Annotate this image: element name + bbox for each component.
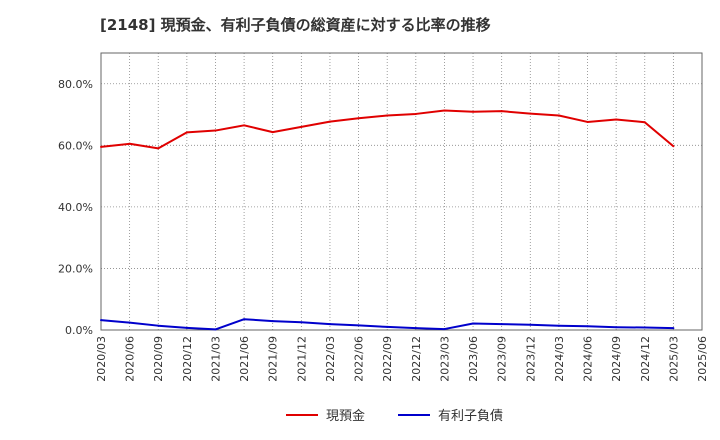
data-point [672, 145, 675, 148]
x-tick-label: 2021/12 [295, 336, 308, 382]
data-point [300, 125, 303, 128]
x-tick-label: 2025/03 [667, 336, 680, 382]
x-tick-label: 2023/12 [524, 336, 537, 382]
data-point [100, 319, 102, 322]
legend-label: 現預金 [326, 408, 365, 424]
data-point [500, 110, 503, 113]
data-point [414, 112, 417, 115]
data-point [357, 117, 360, 120]
data-point [100, 145, 102, 148]
data-point [414, 327, 417, 330]
data-point [243, 124, 246, 127]
x-tick-label: 2022/12 [410, 336, 423, 382]
data-point [443, 328, 446, 331]
y-tick-label: 80.0% [58, 78, 93, 91]
x-tick-label: 2024/12 [639, 336, 652, 382]
x-tick-label: 2021/03 [209, 336, 222, 382]
x-tick-label: 2023/03 [438, 336, 451, 382]
data-point [300, 321, 303, 324]
data-point [586, 120, 589, 123]
x-tick-label: 2025/06 [696, 336, 709, 382]
data-point [672, 327, 675, 330]
y-tick-label: 60.0% [58, 139, 93, 152]
data-point [271, 131, 274, 134]
y-tick-label: 20.0% [58, 262, 93, 275]
x-tick-label: 2020/06 [124, 336, 137, 382]
chart-title: [2148] 現預金、有利子負債の総資産に対する比率の推移 [100, 16, 491, 34]
y-tick-label: 0.0% [65, 324, 93, 337]
x-tick-label: 2020/12 [181, 336, 194, 382]
data-point [529, 112, 532, 115]
x-tick-label: 2020/09 [152, 336, 165, 382]
x-tick-label: 2022/03 [324, 336, 337, 382]
data-point [472, 110, 475, 113]
legend-label: 有利子負債 [438, 409, 503, 424]
data-point [529, 323, 532, 326]
legend: 現預金 有利子負債 [286, 408, 503, 424]
x-tick-label: 2023/06 [467, 336, 480, 382]
plot-area [100, 52, 703, 331]
data-point [615, 326, 618, 329]
data-point [243, 318, 246, 321]
x-tick-label: 2020/03 [95, 336, 108, 382]
x-tick-label: 2024/06 [582, 336, 595, 382]
data-point [128, 142, 131, 145]
y-axis: 0.0% 20.0% 40.0% 60.0% 80.0% [58, 78, 93, 337]
data-point [214, 129, 217, 132]
data-point [271, 320, 274, 323]
data-point [557, 114, 560, 117]
data-point [357, 324, 360, 327]
data-point [386, 325, 389, 328]
x-tick-label: 2023/09 [496, 336, 509, 382]
grid [100, 53, 703, 331]
data-point [128, 321, 131, 324]
data-point [586, 325, 589, 328]
data-point [472, 322, 475, 325]
x-tick-label: 2021/06 [238, 336, 251, 382]
x-tick-label: 2022/09 [381, 336, 394, 382]
data-point [157, 324, 160, 327]
x-tick-label: 2022/06 [353, 336, 366, 382]
y-tick-label: 40.0% [58, 201, 93, 214]
data-point [615, 118, 618, 121]
data-point [443, 109, 446, 112]
data-point [328, 120, 331, 123]
data-point [500, 323, 503, 326]
data-point [185, 131, 188, 134]
series-group [100, 109, 675, 331]
data-point [328, 323, 331, 326]
data-point [157, 147, 160, 150]
x-axis: 2020/03 2020/06 2020/09 2020/12 2021/03 2021/… [95, 336, 709, 382]
data-point [643, 121, 646, 124]
data-point [214, 328, 217, 331]
data-point [643, 326, 646, 329]
data-point [557, 324, 560, 327]
data-point [386, 114, 389, 117]
data-point [185, 326, 188, 329]
x-tick-label: 2024/03 [553, 336, 566, 382]
x-tick-label: 2021/09 [267, 336, 280, 382]
x-tick-label: 2024/09 [610, 336, 623, 382]
